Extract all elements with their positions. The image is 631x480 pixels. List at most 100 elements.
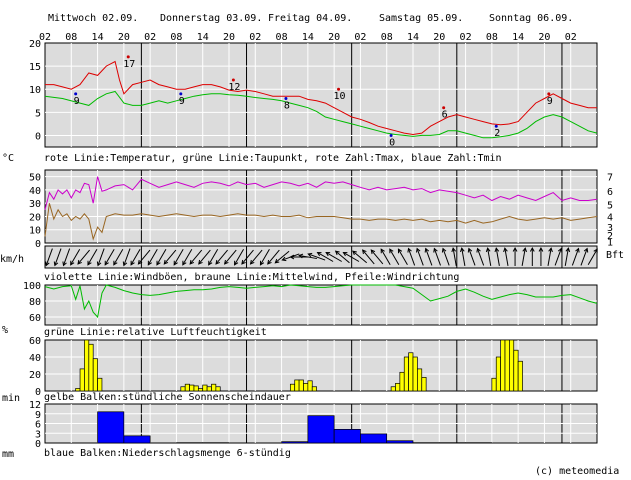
wind-arrow-head bbox=[529, 246, 535, 252]
y-tick-label: 0 bbox=[35, 439, 41, 450]
wind-arrow-head bbox=[156, 260, 161, 266]
wind-arrow bbox=[198, 249, 211, 265]
wind-arrow-shaft bbox=[54, 248, 62, 266]
bar bbox=[311, 386, 317, 392]
wind-arrow-head bbox=[182, 260, 187, 266]
wind-arrow-shaft bbox=[587, 248, 598, 266]
series-line bbox=[45, 60, 597, 136]
credit-text: (c) meteomedia bbox=[535, 466, 619, 477]
wind-arrow-head bbox=[467, 247, 473, 253]
wind-arrow-head bbox=[189, 259, 195, 265]
extreme-marker bbox=[231, 78, 235, 82]
wind-arrow-head bbox=[593, 248, 598, 254]
wind-arrow-shaft bbox=[380, 248, 391, 266]
sunshine-unit: min bbox=[2, 393, 20, 404]
bar bbox=[88, 343, 94, 392]
wind-arrow-shaft bbox=[163, 249, 177, 265]
bft-tick-label: 6 bbox=[607, 187, 613, 198]
y-tick-label: 10 bbox=[29, 85, 41, 96]
wind-arrow-head bbox=[249, 259, 255, 265]
wind-arrow-shaft bbox=[123, 248, 131, 266]
wind-arrow-head bbox=[104, 260, 109, 266]
wind-arrow bbox=[53, 248, 62, 267]
wind-arrow-shaft bbox=[521, 248, 526, 266]
wind-arrow-head bbox=[416, 247, 421, 253]
wind-arrow bbox=[441, 247, 450, 266]
wind-arrow-head bbox=[130, 260, 135, 266]
wind-arrow-head bbox=[361, 249, 367, 255]
x-tick-label: 02 bbox=[460, 32, 472, 43]
wind-arrow bbox=[587, 248, 598, 266]
wind-arrow bbox=[538, 246, 544, 266]
wind-arrow bbox=[87, 248, 98, 266]
wind-arrow-head bbox=[267, 259, 272, 265]
bar bbox=[215, 386, 221, 392]
temperature-unit: °C bbox=[2, 153, 14, 164]
y-tick-label: 15 bbox=[29, 62, 41, 73]
humidity-caption: grüne Linie:relative Luftfeuchtigkeit bbox=[44, 327, 267, 338]
y-tick-label: 0 bbox=[35, 239, 41, 250]
wind-arrow bbox=[137, 249, 151, 265]
x-tick-label: 14 bbox=[302, 32, 314, 43]
y-tick-label: 20 bbox=[29, 39, 41, 50]
bar bbox=[184, 383, 190, 392]
plot-area bbox=[44, 284, 598, 326]
wind-arrow-head bbox=[512, 246, 518, 252]
bar bbox=[294, 379, 300, 392]
wind-arrow-shaft bbox=[241, 249, 254, 265]
y-tick-label: 12 bbox=[29, 400, 41, 411]
wind-arrow-head bbox=[234, 260, 239, 266]
x-tick-label: 20 bbox=[118, 32, 130, 43]
wind-arrow-head bbox=[575, 247, 580, 253]
wind-arrow-head bbox=[137, 259, 143, 265]
extreme-label: 17 bbox=[123, 59, 135, 70]
bar bbox=[360, 433, 388, 444]
wind-arrow-head bbox=[215, 259, 220, 265]
series-line bbox=[44, 176, 598, 210]
x-tick-label: 08 bbox=[170, 32, 182, 43]
wind-arrow bbox=[316, 251, 334, 262]
bar bbox=[417, 368, 423, 392]
wind-arrow-head bbox=[334, 250, 340, 256]
wind-arrow-shaft bbox=[389, 248, 400, 266]
wind-arrow-head bbox=[198, 259, 203, 265]
wind-arrow bbox=[223, 249, 237, 265]
wind-arrow bbox=[451, 247, 457, 266]
extreme-label: 12 bbox=[228, 82, 240, 93]
bar bbox=[92, 358, 98, 392]
wind-arrow-shaft bbox=[182, 248, 193, 266]
extreme-marker bbox=[442, 106, 446, 110]
wind-arrow-shaft bbox=[370, 249, 384, 265]
humidity-unit: % bbox=[2, 325, 8, 336]
bft-tick-label: 4 bbox=[607, 212, 613, 223]
wind-arrow-head bbox=[77, 259, 82, 265]
wind-arrow bbox=[433, 247, 441, 266]
y-tick-label: 0 bbox=[35, 131, 41, 142]
wind-arrow bbox=[249, 249, 263, 265]
bar bbox=[408, 352, 414, 392]
y-tick-label: 6 bbox=[35, 420, 41, 431]
wind-arrow bbox=[370, 249, 384, 265]
wind-arrow-head bbox=[565, 247, 571, 253]
bar bbox=[180, 386, 186, 392]
wind-arrow bbox=[173, 248, 184, 266]
wind-arrow bbox=[182, 248, 193, 266]
extreme-label: 9 bbox=[179, 96, 185, 107]
wind-arrow-head bbox=[241, 259, 246, 265]
wind-arrow-head bbox=[307, 252, 313, 258]
wind-arrow-head bbox=[451, 247, 457, 253]
wind-arrow-shaft bbox=[173, 248, 184, 266]
wind-arrow bbox=[554, 247, 563, 266]
wind-arrow bbox=[208, 248, 219, 266]
wind-arrow-shaft bbox=[113, 248, 124, 266]
wind-arrow bbox=[580, 247, 589, 266]
wind-arrow-head bbox=[433, 247, 438, 253]
wind-arrow bbox=[416, 247, 424, 266]
wind-arrow bbox=[397, 248, 408, 266]
wind-arrow-shaft bbox=[452, 248, 457, 266]
temperature-caption: rote Linie:Temperatur, grüne Linie:Taupu… bbox=[44, 153, 502, 164]
x-tick-label: 20 bbox=[433, 32, 445, 43]
y-tick-label: 50 bbox=[29, 173, 41, 184]
x-tick-label: 20 bbox=[328, 32, 340, 43]
